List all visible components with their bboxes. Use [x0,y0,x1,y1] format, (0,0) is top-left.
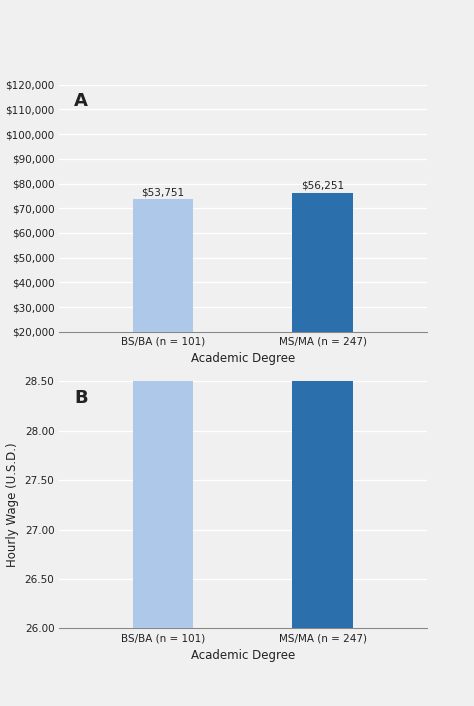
Bar [133,199,193,332]
X-axis label: Academic Degree: Academic Degree [191,649,295,662]
Bar [292,193,353,332]
Bar [133,0,193,628]
Text: $56,251: $56,251 [301,181,344,191]
Bar [292,0,353,628]
Text: $53,751: $53,751 [142,187,185,197]
Y-axis label: Hourly Wage (U.S.D.): Hourly Wage (U.S.D.) [6,443,19,567]
X-axis label: Academic Degree: Academic Degree [191,352,295,365]
Text: A: A [74,92,88,110]
Text: B: B [74,388,88,407]
